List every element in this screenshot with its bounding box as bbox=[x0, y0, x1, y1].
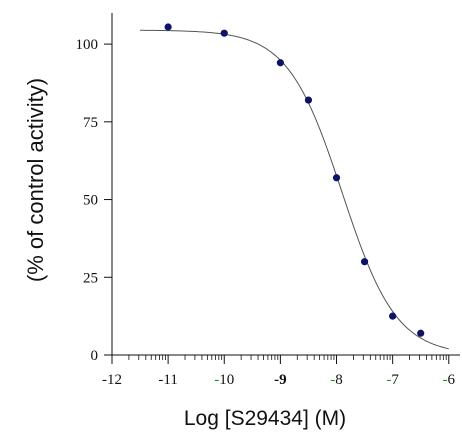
data-point bbox=[164, 23, 172, 31]
y-axis-label: (% of control activity) bbox=[23, 78, 48, 282]
data-point bbox=[220, 29, 228, 37]
fit-curve-line bbox=[140, 29, 449, 350]
y-tick-label: 50 bbox=[83, 193, 98, 209]
x-tick-label: -8 bbox=[330, 372, 343, 388]
data-point bbox=[276, 59, 284, 67]
y-tick-label: 75 bbox=[83, 115, 98, 131]
x-axis-ticks: -12 -11 -10 -9 -8 -7 -6 bbox=[102, 355, 456, 388]
x-axis-label: Log [S29434] (M) bbox=[184, 407, 346, 430]
y-tick-label: 100 bbox=[76, 37, 99, 53]
data-point bbox=[360, 258, 369, 266]
x-tick-label: -12 bbox=[102, 372, 122, 388]
data-point bbox=[389, 312, 397, 320]
x-tick-label: -7 bbox=[386, 372, 399, 388]
data-points bbox=[164, 23, 425, 337]
x-tick-label: -9 bbox=[274, 372, 287, 388]
y-tick-label: 25 bbox=[83, 270, 98, 286]
data-point bbox=[332, 174, 341, 182]
x-tick-label: -10 bbox=[214, 372, 234, 388]
x-tick-label: -11 bbox=[158, 372, 177, 388]
x-tick-label: -6 bbox=[443, 372, 456, 388]
data-point bbox=[304, 96, 313, 104]
data-point bbox=[417, 329, 425, 337]
y-tick-label: 0 bbox=[91, 348, 99, 364]
y-axis-ticks: 0 25 50 75 100 bbox=[76, 37, 112, 364]
